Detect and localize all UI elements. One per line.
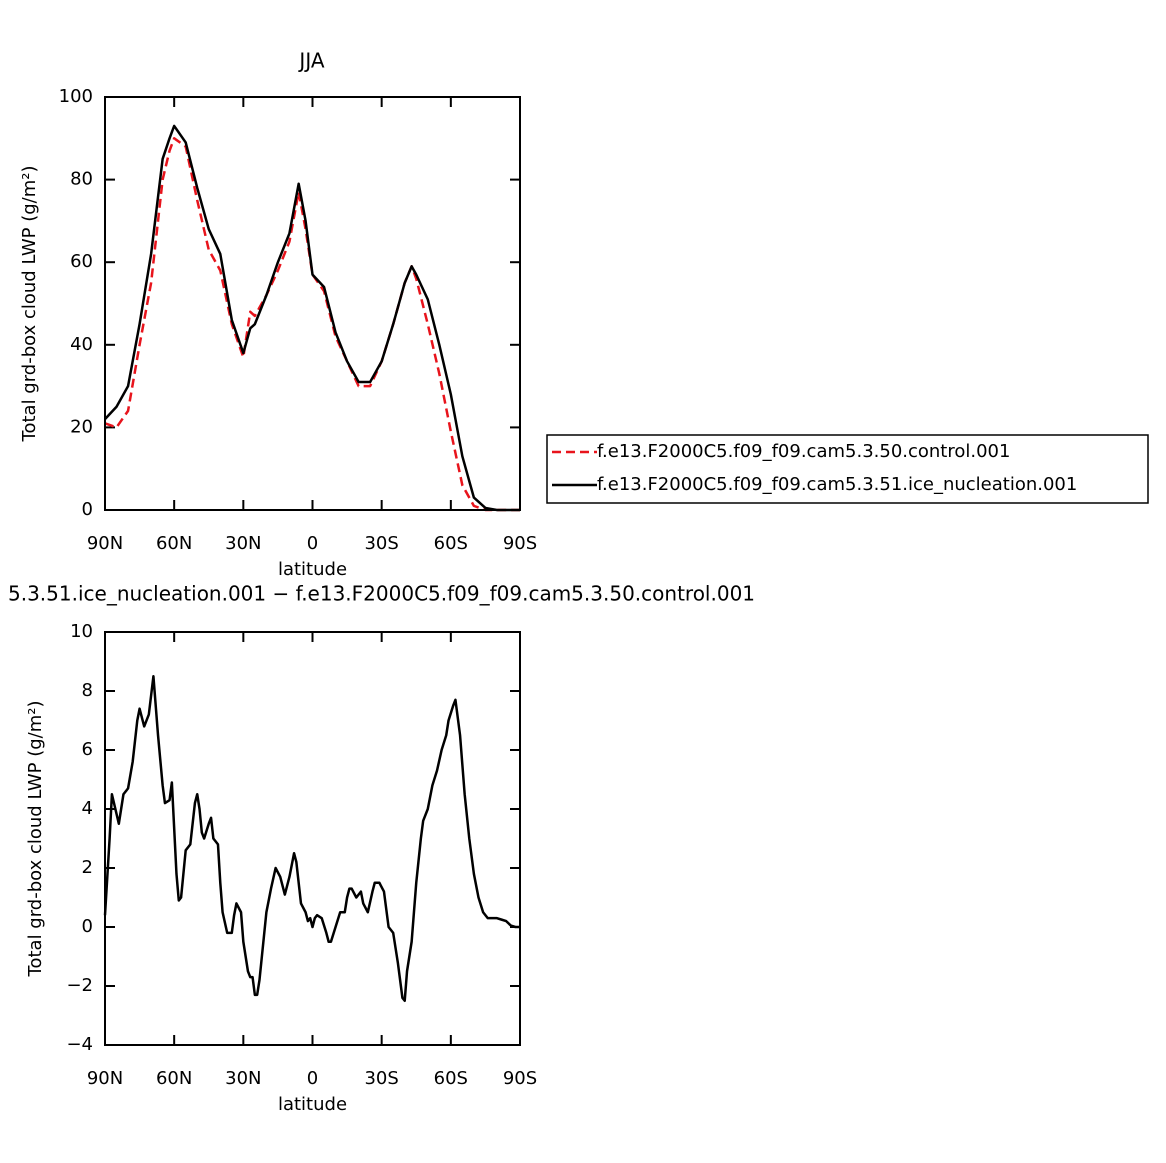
y-tick-label: 6	[82, 739, 93, 760]
x-tick-label: 60N	[156, 1068, 192, 1089]
y-tick-label: 0	[82, 499, 93, 520]
x-tick-label: 30S	[364, 533, 398, 554]
legend-label: f.e13.F2000C5.f09_f09.cam5.3.51.ice_nucl…	[597, 474, 1077, 495]
x-tick-label: 90S	[503, 533, 537, 554]
legend-label: f.e13.F2000C5.f09_f09.cam5.3.50.control.…	[597, 441, 1010, 462]
chart-title: 5.3.51.ice_nucleation.001 − f.e13.F2000C…	[8, 582, 755, 606]
x-tick-label: 90N	[87, 1068, 123, 1089]
y-tick-label: 100	[59, 86, 93, 107]
x-tick-label: 90S	[503, 1068, 537, 1089]
y-axis-label: Total grd-box cloud LWP (g/m²)	[19, 166, 40, 443]
y-tick-label: 40	[70, 334, 93, 355]
y-tick-label: 80	[70, 169, 93, 190]
y-tick-label: 10	[70, 621, 93, 642]
x-tick-label: 30S	[364, 1068, 398, 1089]
data-line	[103, 675, 520, 1002]
y-tick-label: 60	[70, 251, 93, 272]
y-tick-label: 2	[82, 857, 93, 878]
data-line	[104, 124, 520, 512]
y-tick-label: 8	[82, 680, 93, 701]
x-tick-label: 60N	[156, 533, 192, 554]
x-axis-label: latitude	[278, 559, 347, 580]
y-tick-label: 0	[82, 916, 93, 937]
x-tick-label: 0	[307, 1068, 318, 1089]
x-tick-label: 30N	[225, 1068, 261, 1089]
x-tick-label: 60S	[434, 533, 468, 554]
y-tick-label: −4	[66, 1034, 93, 1055]
x-tick-label: 30N	[225, 533, 261, 554]
plot-frame	[104, 631, 521, 1046]
y-tick-label: −2	[66, 975, 93, 996]
y-tick-label: 4	[82, 798, 93, 819]
legend-box	[546, 434, 1149, 504]
y-tick-label: 20	[70, 416, 93, 437]
data-line	[104, 137, 520, 512]
x-axis-label: latitude	[278, 1094, 347, 1115]
y-axis-label: Total grd-box cloud LWP (g/m²)	[25, 701, 46, 978]
chart-title: JJA	[297, 49, 324, 73]
x-tick-label: 60S	[434, 1068, 468, 1089]
plot-frame	[104, 96, 521, 511]
x-tick-label: 90N	[87, 533, 123, 554]
x-tick-label: 0	[307, 533, 318, 554]
